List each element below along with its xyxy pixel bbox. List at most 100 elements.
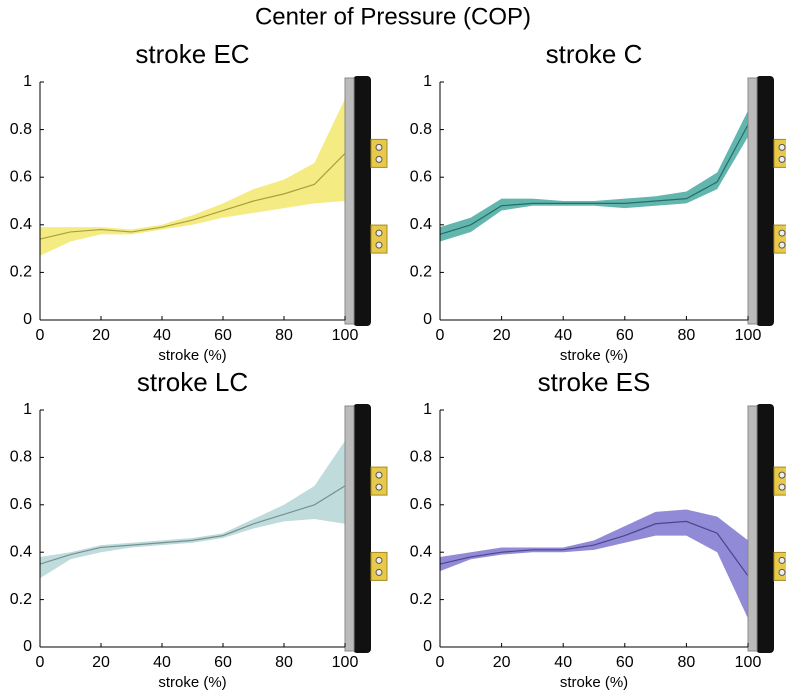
x-tick-label: 100 <box>332 654 359 671</box>
sd-band <box>440 110 748 242</box>
boot-clamp <box>370 551 388 581</box>
skate-blade-image <box>747 76 786 326</box>
blade-steel <box>344 405 355 652</box>
y-tick-label: 0 <box>423 638 432 655</box>
x-axis-label: stroke (%) <box>560 674 628 691</box>
y-tick-label: 0.6 <box>10 496 32 513</box>
x-tick-label: 80 <box>678 327 696 344</box>
blade-holder <box>353 404 371 653</box>
y-tick-label: 0.2 <box>10 264 32 281</box>
sd-band <box>40 98 345 256</box>
mean-line <box>39 485 346 565</box>
y-tick-label: 0.2 <box>410 591 432 608</box>
x-tick-label: 20 <box>92 654 110 671</box>
blade-steel <box>344 77 355 325</box>
y-tick-label: 0.4 <box>410 543 432 560</box>
boot-clamp <box>773 138 786 168</box>
clamp-bolt <box>778 471 786 479</box>
y-tick-label: 0.6 <box>410 496 432 513</box>
y-tick-label: 1 <box>423 73 432 90</box>
blade-steel <box>747 405 758 652</box>
y-tick-label: 0 <box>423 311 432 328</box>
clamp-bolt <box>375 143 383 151</box>
clamp-bolt <box>778 143 786 151</box>
blade-steel <box>747 77 758 325</box>
blade-holder <box>353 76 371 326</box>
boot-clamp <box>370 224 388 254</box>
clamp-bolt <box>375 556 383 564</box>
clamp-bolt <box>375 229 383 237</box>
x-tick-label: 0 <box>36 654 45 671</box>
blade-holder <box>756 76 774 326</box>
y-tick-label: 0 <box>23 311 32 328</box>
y-tick-label: 0.8 <box>10 449 32 466</box>
clamp-bolt <box>778 568 786 576</box>
y-tick-label: 0.4 <box>10 543 32 560</box>
clamp-bolt <box>778 483 786 491</box>
x-tick-label: 20 <box>493 327 511 344</box>
clamp-bolt <box>375 568 383 576</box>
mean-line <box>39 152 346 240</box>
sd-band <box>40 440 345 579</box>
clamp-bolt <box>375 483 383 491</box>
boot-clamp <box>773 551 786 581</box>
x-tick-label: 40 <box>554 654 572 671</box>
x-tick-label: 80 <box>275 654 293 671</box>
panel-title: stroke EC <box>135 39 249 69</box>
clamp-bolt <box>375 471 383 479</box>
x-tick-label: 80 <box>275 327 293 344</box>
x-tick-label: 20 <box>493 654 511 671</box>
skate-blade-image <box>344 404 388 653</box>
y-tick-label: 0 <box>23 638 32 655</box>
boot-clamp <box>773 224 786 254</box>
x-tick-label: 40 <box>153 327 171 344</box>
clamp-bolt <box>778 229 786 237</box>
x-tick-label: 80 <box>678 654 696 671</box>
x-tick-label: 0 <box>436 327 445 344</box>
boot-clamp <box>370 138 388 168</box>
y-tick-label: 0.2 <box>10 591 32 608</box>
skate-blade-image <box>747 404 786 653</box>
boot-clamp <box>773 466 786 496</box>
y-tick-label: 0.8 <box>10 121 32 138</box>
mean-line <box>439 520 749 577</box>
x-tick-label: 60 <box>616 327 634 344</box>
panel-title: stroke ES <box>538 367 651 397</box>
mean-line <box>439 124 749 235</box>
x-tick-label: 20 <box>92 327 110 344</box>
y-tick-label: 1 <box>23 73 32 90</box>
x-tick-label: 60 <box>616 654 634 671</box>
figure-title: Center of Pressure (COP) <box>255 3 531 30</box>
x-tick-label: 40 <box>153 654 171 671</box>
clamp-bolt <box>375 241 383 249</box>
y-tick-label: 0.4 <box>410 216 432 233</box>
y-tick-label: 0.6 <box>10 168 32 185</box>
y-tick-label: 0.6 <box>410 168 432 185</box>
y-tick-label: 0.8 <box>410 449 432 466</box>
sd-band <box>440 509 748 619</box>
x-tick-label: 60 <box>214 327 232 344</box>
x-tick-label: 100 <box>735 327 762 344</box>
x-tick-label: 60 <box>214 654 232 671</box>
x-tick-label: 40 <box>554 327 572 344</box>
x-axis-label: stroke (%) <box>158 347 226 364</box>
boot-clamp <box>370 466 388 496</box>
y-tick-label: 1 <box>23 401 32 418</box>
x-tick-label: 100 <box>332 327 359 344</box>
blade-holder <box>756 404 774 653</box>
x-axis-label: stroke (%) <box>560 347 628 364</box>
x-axis-label: stroke (%) <box>158 674 226 691</box>
clamp-bolt <box>778 241 786 249</box>
x-tick-label: 0 <box>36 327 45 344</box>
clamp-bolt <box>778 556 786 564</box>
x-tick-label: 100 <box>735 654 762 671</box>
x-tick-label: 0 <box>436 654 445 671</box>
y-tick-label: 0.8 <box>410 121 432 138</box>
panel-title: stroke LC <box>137 367 248 397</box>
clamp-bolt <box>375 155 383 163</box>
y-tick-label: 0.2 <box>410 264 432 281</box>
clamp-bolt <box>778 155 786 163</box>
skate-blade-image <box>344 76 388 326</box>
y-tick-label: 0.4 <box>10 216 32 233</box>
